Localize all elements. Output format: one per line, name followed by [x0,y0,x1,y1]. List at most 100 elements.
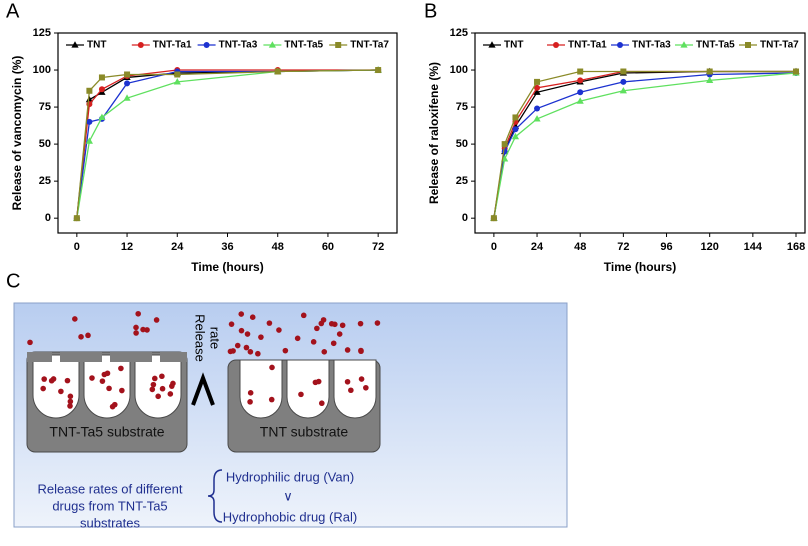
drug-dot [310,339,317,345]
note: substrates [80,515,140,530]
x-tick-label: 0 [74,241,80,253]
data-point [490,215,497,222]
drug-dot [282,347,289,354]
legend-marker [488,41,496,48]
y-tick-label: 0 [45,212,51,224]
legend-marker [617,42,623,48]
drug-label: Hydrophobic drug (Ral) [223,509,357,524]
data-point [706,76,714,84]
series-line [76,69,379,219]
drug-dot [358,348,364,355]
data-point [533,115,541,122]
legend-label: TNT-Ta7 [350,40,389,51]
drug-dot [358,376,365,382]
drug-dot [144,327,150,333]
data-point [98,86,105,93]
drug-dot [149,386,156,393]
x-tick-label: 72 [372,241,384,253]
drug-dot [50,376,57,382]
drug-dot [357,320,364,327]
legend-label: TNT-Ta1 [153,40,192,51]
x-axis-label: Time (hours) [604,260,676,274]
y-tick-label: 125 [33,27,51,39]
data-point [123,94,131,101]
drug-dot [330,340,337,347]
data-point [173,78,181,85]
series-line [493,70,797,219]
y-tick-label: 125 [450,27,468,39]
drug-dot [344,347,351,353]
legend-label: TNT [87,40,106,51]
panel-label: B [424,0,437,22]
data-point [576,97,584,104]
data-point [85,95,93,103]
series-line [76,69,379,219]
x-tick-label: 60 [322,241,334,253]
drug-dot [133,330,139,336]
series-line [493,72,797,219]
note: drugs from TNT-Ta5 [52,498,167,513]
drug-dot [27,339,33,346]
x-tick-label: 36 [221,241,233,253]
drug-dot [249,314,256,320]
drug-dot [118,365,124,372]
data-point [274,68,281,75]
brace [207,469,223,523]
x-tick-label: 120 [701,241,719,253]
data-point [534,78,541,85]
drug-dot [268,396,275,403]
legend-label: TNT-Ta5 [696,40,735,51]
drug-dot [321,349,328,355]
drug-dot [318,320,325,327]
drug-dot [243,344,250,351]
data-point [375,67,382,74]
legend-label: TNT-Ta3 [632,40,671,51]
x-tick-label: 48 [272,241,284,253]
drug-dot [67,398,74,405]
drug-dot [40,385,46,392]
x-tick-label: 0 [491,241,497,253]
substrate-label: TNT substrate [260,424,349,440]
y-tick-label: 75 [456,101,468,113]
drug-dot [294,335,301,342]
x-tick-label: 24 [171,241,184,253]
data-point [620,78,627,85]
drug-dot [109,403,116,410]
data-point [577,89,584,96]
legend-marker [745,42,751,48]
data-point [512,126,519,133]
drug-dot [159,373,165,380]
comparison: ∨ [283,488,293,503]
drug-dot [318,400,325,407]
greater-sign [191,372,215,406]
drug-dot [99,378,106,384]
drug-dot [348,387,354,394]
y-tick-label: 25 [456,175,468,187]
data-point [86,87,93,94]
drug-dot [300,312,307,319]
legend-marker [268,41,276,48]
drug-dot [298,391,304,398]
drug-dot [247,399,253,405]
data-point [512,114,519,121]
drug-dot [41,376,47,382]
drug-dot [58,388,64,395]
legend-label: TNT-Ta3 [219,40,258,51]
panel-label: A [6,0,20,22]
drug-dot [228,321,235,327]
x-tick-label: 48 [574,241,586,253]
drug-dot [339,322,346,329]
data-point [501,141,508,148]
drug-dot [67,403,73,409]
diagram: Release rate TNT-Ta5 substrate TNT subst… [13,302,568,530]
drug-dot [155,393,161,400]
y-axis-label: Release of vancomycin (%) [10,56,24,211]
series-line [76,69,379,219]
drug-dot [85,332,91,339]
y-tick-label: 50 [456,138,468,150]
x-tick-label: 168 [787,241,805,253]
drug-dot [269,364,275,371]
drug-dot [374,320,381,326]
data-point [86,118,93,125]
drug-dot [230,348,236,354]
